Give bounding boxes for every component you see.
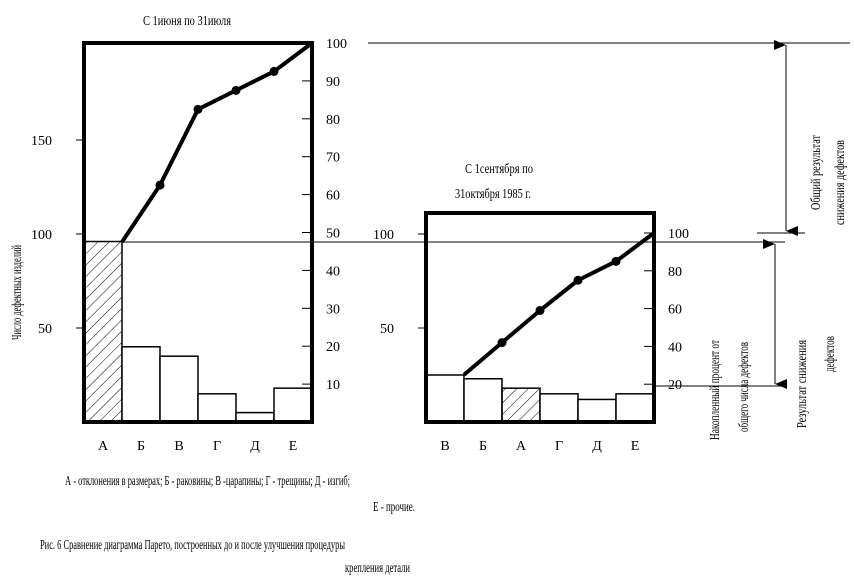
left-tick-label: 150 [31,134,52,149]
right-tick-label: 100 [668,227,689,242]
category-label: В [440,439,449,454]
svg-text:Результат снижения: Результат снижения [795,340,810,428]
caption-line2: крепления детали [345,561,410,576]
chart1-ylabel: Число дефектных изделий [10,245,25,340]
svg-text:Общий результат: Общий результат [809,135,824,210]
category-label: Е [631,439,640,454]
cumulative-percent-label: Накопленный процент от общего числа дефе… [708,340,752,440]
legend-line2: Е - прочие. [373,500,415,515]
svg-text:Накопленный процент от: Накопленный процент от [708,340,723,440]
cumulative-point [269,66,279,76]
caption-line1: Рис. 6 Сравнение диаграмма Парето, постр… [40,538,345,553]
right-tick-label: 50 [326,227,340,242]
left-tick-label: 100 [373,228,394,243]
left-tick-label: 50 [380,322,394,337]
category-label: Д [592,439,602,454]
category-label: Б [479,439,487,454]
right-tick-label: 60 [668,303,682,318]
cumulative-point [497,338,507,348]
right-tick-label: 40 [326,264,340,279]
left-tick-label: 100 [31,228,52,243]
bar-Г [197,393,237,423]
category-label: Г [213,439,221,454]
bar-Б [463,378,503,423]
right-tick-label: 100 [326,37,347,52]
chart2-title-line1: С 1сентября по [465,162,533,177]
chart-frame [424,211,656,424]
cumulative-point [193,104,203,114]
svg-text:общего числа дефектов: общего числа дефектов [737,342,752,432]
bar-Е [615,393,655,423]
bar-В [425,374,465,423]
bar-Г [539,393,579,423]
right-tick-label: 20 [668,378,682,393]
category-label: Е [289,439,298,454]
cumulative-point [231,85,241,95]
bar-В [159,355,199,423]
category-label: Б [137,439,145,454]
right-tick-label: 40 [668,340,682,355]
right-tick-label: 10 [326,378,340,393]
chart2-title-line2: 31октября 1985 г. [455,187,531,202]
cumulative-point [611,256,621,266]
left-tick-label: 50 [38,322,52,337]
cumulative-point [155,180,165,190]
category-label: А [98,439,109,454]
right-tick-label: 80 [668,265,682,280]
right-tick-label: 90 [326,75,340,90]
cumulative-point [535,305,545,315]
chart-1: А Б В Г Д Е 50 100 150 10 20 30 40 50 60 70 80 90 100 [31,37,347,454]
chart-2: В Б А Г Д Е 50 100 20 40 60 80 100 [373,211,689,454]
right-tick-label: 30 [326,302,340,317]
bar-А [83,240,123,423]
svg-text:Число дефектных изделий: Число дефектных изделий [10,245,25,340]
category-label: Д [250,439,260,454]
category-label: А [516,439,527,454]
category-label: В [174,439,183,454]
right-tick-label: 20 [326,340,340,355]
chart1-title: С 1июня по 31июля [143,14,231,29]
bar-Д [577,398,617,423]
bar-Б [121,346,161,423]
right-tick-label: 70 [326,151,340,166]
category-label: Г [555,439,563,454]
cumulative-line [462,231,656,377]
svg-text:снижения дефектов: снижения дефектов [833,140,848,225]
right-tick-label: 80 [326,113,340,128]
cumulative-point [573,275,583,285]
cumulative-line [120,41,314,244]
right-tick-label: 60 [326,189,340,204]
bar-Е [273,387,313,423]
reduction-result-label: Результат снижения дефектов [795,336,838,428]
legend-line1: А - отклонения в размерах; Б - раковины;… [65,474,350,489]
bar-А [501,387,541,423]
total-result-label: Общий результат снижения дефектов [809,135,848,225]
svg-text:дефектов: дефектов [823,336,838,372]
